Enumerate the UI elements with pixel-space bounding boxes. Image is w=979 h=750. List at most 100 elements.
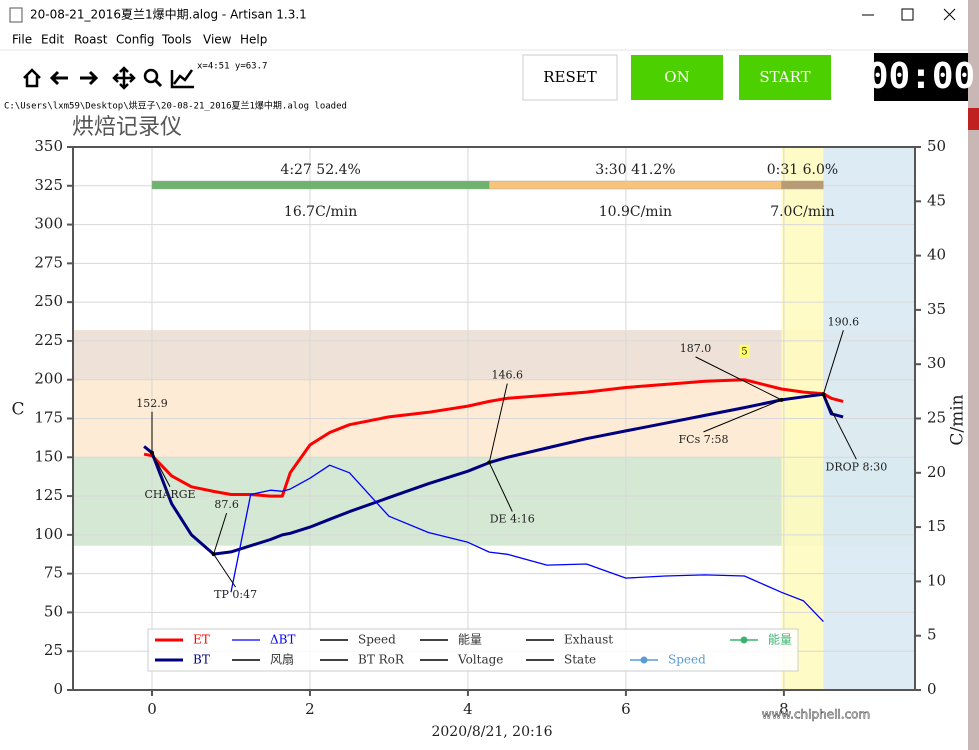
back-icon[interactable] — [49, 70, 68, 86]
event-leader — [213, 512, 228, 555]
event-label: DE 4:16 — [490, 513, 535, 526]
home-icon[interactable] — [23, 68, 41, 88]
x-axis-label: 2020/8/21, 20:16 — [431, 724, 552, 740]
on-button[interactable] — [631, 55, 723, 100]
y2-tick-label: 10 — [927, 571, 946, 589]
legend-label: Speed — [358, 633, 396, 647]
window-title: 20-08-21_2016夏兰1爆中期.alog - Artisan 1.3.1 — [30, 7, 307, 22]
legend-label: Exhaust — [564, 633, 613, 647]
menu-item[interactable]: Tools — [161, 33, 192, 47]
legend-label: 能量 — [458, 633, 482, 647]
event-value: 152.9 — [136, 397, 168, 410]
event-leader — [151, 452, 171, 488]
timer-box — [874, 53, 968, 101]
menu-item[interactable]: Roast — [74, 33, 108, 47]
legend-label: BT — [193, 653, 210, 667]
y-tick-label: 300 — [34, 215, 63, 233]
y2-tick-label: 0 — [927, 680, 937, 698]
zoom-icon[interactable] — [143, 68, 159, 84]
status-line: C:\Users\lxm59\Desktop\烘豆子\20-08-21_2016… — [4, 100, 347, 112]
close-button[interactable] — [943, 8, 956, 21]
y-tick-label: 275 — [34, 253, 63, 271]
zoom-handle — [153, 78, 163, 88]
event-leader — [703, 399, 782, 433]
y2-tick-label: 20 — [927, 463, 946, 481]
pan-icon[interactable] — [112, 66, 136, 90]
legend-label: Speed — [668, 653, 706, 667]
event-point — [211, 552, 216, 557]
y-tick-label: 350 — [34, 137, 63, 155]
phase-bar — [489, 180, 782, 190]
legend-marker — [740, 636, 748, 644]
start-button[interactable] — [739, 55, 831, 100]
y-tick-label: 75 — [44, 564, 63, 582]
event-label: FCs 7:58 — [679, 433, 729, 446]
phase-ror: 10.9C/min — [599, 204, 672, 220]
phase-time: 0:31 6.0% — [767, 162, 838, 178]
y-tick-label: 125 — [34, 486, 63, 504]
event-point — [149, 450, 154, 455]
menu-item[interactable]: Help — [240, 33, 267, 47]
y2-tick-label: 15 — [927, 517, 946, 535]
event-value: 146.6 — [492, 369, 524, 382]
legend-label: ΔBT — [270, 633, 296, 647]
cursor-coords: x=4:51 y=63.7 — [197, 62, 267, 72]
event-label: CHARGE — [144, 488, 195, 501]
x-tick-label: 6 — [621, 700, 631, 718]
desktop-strip — [968, 0, 979, 750]
y2-axis-label: C/min — [948, 394, 968, 445]
on-label: ON — [664, 68, 689, 86]
chart-icon[interactable] — [170, 69, 194, 89]
series-line — [230, 464, 824, 623]
y-tick-label: 25 — [44, 641, 63, 659]
temp-band — [73, 330, 915, 380]
event-leader — [822, 330, 844, 395]
phase-time: 3:30 41.2% — [595, 162, 675, 178]
series-line — [143, 378, 844, 498]
legend-marker — [640, 656, 648, 664]
y-tick-label: 50 — [44, 602, 63, 620]
chart: 0255075100125150175200225250275300325350… — [11, 115, 967, 740]
watermark: www.chiphell.com — [762, 708, 870, 722]
event-point — [821, 392, 826, 397]
x-tick-label: 0 — [147, 700, 157, 718]
start-label: START — [759, 68, 810, 86]
menu-item[interactable]: Edit — [41, 33, 65, 47]
phase-bar — [151, 180, 490, 190]
x-tick-label: 2 — [305, 700, 315, 718]
x-tick-label: 8 — [779, 700, 789, 718]
x-tick-label: 4 — [463, 700, 473, 718]
forward-icon[interactable] — [80, 70, 99, 86]
event-leader — [488, 462, 513, 512]
y2-tick-label: 35 — [927, 300, 946, 318]
y-tick-label: 225 — [34, 331, 63, 349]
menu-bar: File Edit Roast Config Tools View Help — [12, 33, 267, 47]
legend-label: BT RoR — [358, 653, 405, 667]
menu-item[interactable]: View — [203, 33, 232, 47]
y2-tick-label: 45 — [927, 191, 946, 209]
maximize-button[interactable] — [901, 8, 914, 21]
y-tick-label: 250 — [34, 292, 63, 310]
y2-tick-label: 50 — [927, 137, 946, 155]
legend-label: ET — [193, 633, 210, 647]
y-tick-label: 0 — [53, 680, 63, 698]
event-value: 87.6 — [214, 498, 239, 511]
legend-label: 风扇 — [270, 652, 294, 667]
series-line — [143, 392, 844, 556]
reset-button[interactable] — [522, 54, 618, 101]
y2-tick-label: 5 — [927, 626, 937, 644]
desktop-strip-accent — [968, 108, 979, 130]
phase-bar — [781, 180, 824, 190]
event-leader — [695, 356, 782, 401]
y-tick-label: 200 — [34, 370, 63, 388]
y2-tick-label: 40 — [927, 246, 946, 264]
event-leader — [822, 394, 857, 460]
legend-label: State — [564, 653, 596, 667]
menu-item[interactable]: File — [12, 33, 32, 47]
event-point — [779, 397, 784, 402]
menu-item[interactable]: Config — [116, 33, 155, 47]
legend-label: 能量 — [768, 633, 792, 647]
app-icon — [9, 7, 23, 23]
